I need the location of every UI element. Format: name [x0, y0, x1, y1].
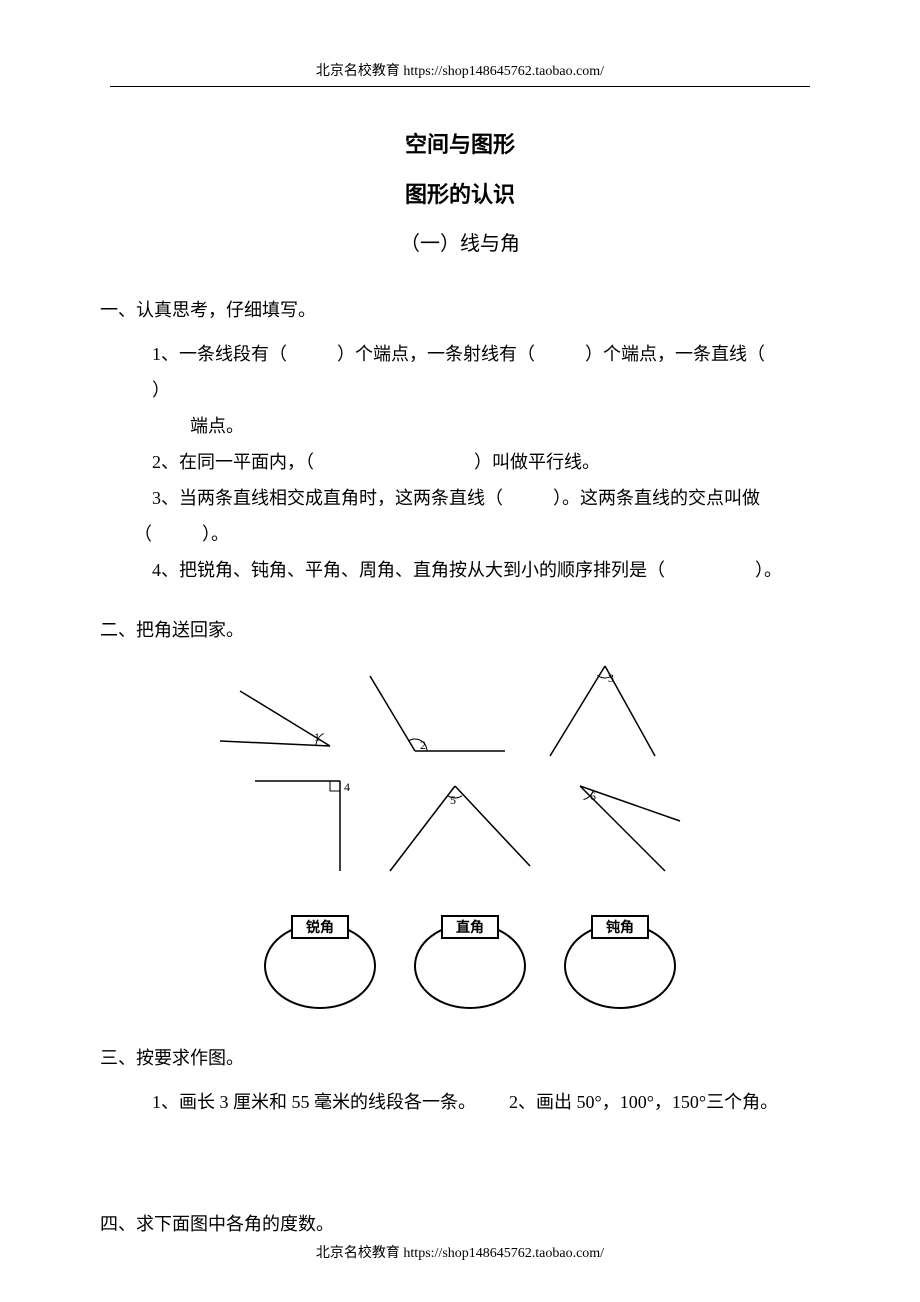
title-sub: 图形的认识 [100, 177, 820, 209]
svg-text:3: 3 [608, 671, 614, 685]
s3-items: 1、画长 3 厘米和 55 毫米的线段各一条。 2、画出 50°，100°，15… [100, 1084, 820, 1120]
s1-q3-d: ）。 [202, 524, 229, 544]
s1-q4-a: 4、把锐角、钝角、平角、周角、直角按从大到小的顺序排列是（ [152, 560, 665, 580]
page-footer: 北京名校教育 https://shop148645762.taobao.com/ [0, 1242, 920, 1262]
s1-q3-b: ）。这两条直线的交点叫做 [553, 488, 760, 508]
title-section: （一）线与角 [100, 227, 820, 256]
s1-q3-line2: （ ）。 [100, 516, 820, 552]
s3-q2: 2、画出 50°，100°，150°三个角。 [509, 1092, 778, 1112]
section-3-head: 三、按要求作图。 [100, 1044, 820, 1070]
page: 北京名校教育 https://shop148645762.taobao.com/… [0, 0, 920, 1302]
s1-q1-b: ）个端点，一条射线有（ [337, 344, 535, 364]
s1-q3-a: 3、当两条直线相交成直角时，这两条直线（ [152, 488, 503, 508]
s1-q3-line1: 3、当两条直线相交成直角时，这两条直线（ ）。这两条直线的交点叫做 [100, 480, 820, 516]
svg-text:2: 2 [420, 738, 426, 752]
s1-q4-b: ）。 [755, 560, 782, 580]
page-header: 北京名校教育 https://shop148645762.taobao.com/ [110, 60, 810, 87]
section-4-head: 四、求下面图中各角的度数。 [100, 1210, 820, 1236]
svg-text:6: 6 [590, 789, 596, 803]
s3-q1: 1、画长 3 厘米和 55 毫米的线段各一条。 [152, 1092, 476, 1112]
svg-text:1: 1 [314, 730, 320, 744]
svg-text:锐角: 锐角 [306, 919, 334, 936]
s1-q1-line2: 端点。 [100, 408, 820, 444]
s1-q4: 4、把锐角、钝角、平角、周角、直角按从大到小的顺序排列是（ ）。 [100, 552, 820, 588]
section-2-head: 二、把角送回家。 [100, 616, 820, 642]
svg-text:直角: 直角 [456, 919, 484, 936]
s1-q2-b: ）叫做平行线。 [474, 452, 600, 472]
svg-text:钝角: 钝角 [606, 919, 634, 936]
s1-q1-line1: 1、一条线段有（ ）个端点，一条射线有（ ）个端点，一条直线（ ） [100, 336, 820, 408]
svg-text:4: 4 [344, 780, 350, 794]
svg-text:5: 5 [450, 793, 456, 807]
section-1-head: 一、认真思考，仔细填写。 [100, 296, 820, 322]
s1-q1-a: 1、一条线段有（ [152, 344, 287, 364]
s1-q2: 2、在同一平面内，（ ）叫做平行线。 [100, 444, 820, 480]
s1-q3-c: （ [134, 524, 152, 544]
title-main: 空间与图形 [100, 127, 820, 159]
s2-figure: 1 2 3 4 5 6 锐角 直角 钝角 [100, 656, 820, 1016]
s1-q1-d: ） [152, 380, 170, 400]
s1-q2-a: 2、在同一平面内，（ [152, 452, 314, 472]
angles-diagram: 1 2 3 4 5 6 锐角 直角 钝角 [210, 656, 710, 1016]
s1-q1-c: ）个端点，一条直线（ [585, 344, 765, 364]
